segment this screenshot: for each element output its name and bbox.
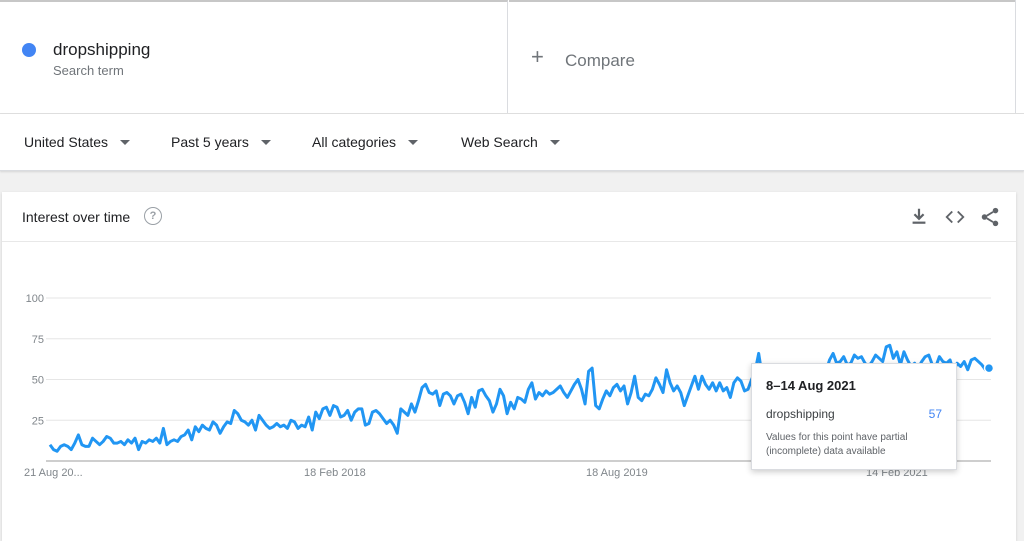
category-dropdown[interactable]: All categories [312,134,419,150]
card-header: Interest over time ? [2,192,1016,242]
x-tick-label-1: 18 Feb 2018 [304,467,366,479]
y-tick-labels: 25 50 75 100 [26,293,44,427]
category-label: All categories [312,134,397,150]
x-tick-label-3: 14 Feb 2021 [866,467,928,479]
caret-down-icon [260,139,271,145]
period-dropdown[interactable]: Past 5 years [171,134,271,150]
download-icon[interactable] [908,206,930,228]
x-tick-label-2: 18 Aug 2019 [586,467,648,479]
y-tick-label-75: 75 [32,334,44,346]
embed-code-icon[interactable] [944,206,966,228]
y-tick-label-25: 25 [32,415,44,427]
search-term-subtitle: Search term [53,63,124,78]
caret-down-icon [408,139,419,145]
region-dropdown[interactable]: United States [24,134,131,150]
term-color-dot-icon [22,43,36,57]
tooltip-date: 8–14 Aug 2021 [766,378,856,393]
right-gutter [1015,0,1024,113]
property-dropdown[interactable]: Web Search [461,134,560,150]
search-term-name[interactable]: dropshipping [53,40,151,59]
share-icon[interactable] [979,206,1001,228]
card-title: Interest over time [22,209,131,225]
compare-label: Compare [565,51,635,70]
hover-point-marker [983,362,995,374]
tooltip-term: dropshipping [766,407,835,421]
plus-icon: + [531,44,544,69]
x-tick-label-0: 21 Aug 20... [24,467,83,479]
question-mark-icon[interactable]: ? [144,207,162,225]
y-tick-label-100: 100 [26,293,44,305]
series-line-dropshipping[interactable] [48,343,990,453]
search-term-box[interactable]: dropshipping Search term [0,0,508,113]
hover-tooltip: 8–14 Aug 2021 dropshipping 57 Values for… [751,363,957,470]
compare-button[interactable]: + Compare [509,0,1015,113]
caret-down-icon [549,139,560,145]
property-label: Web Search [461,134,538,150]
filter-bar: United States Past 5 years All categorie… [0,114,1024,171]
x-tick-labels: 21 Aug 20... 18 Feb 2018 18 Aug 2019 14 Feb… [24,467,928,479]
region-label: United States [24,134,109,150]
tooltip-value: 57 [928,407,942,421]
search-term-bar: dropshipping Search term + Compare [0,0,1024,114]
period-label: Past 5 years [171,134,249,150]
tooltip-note: Values for this point have partial (inco… [766,432,908,457]
caret-down-icon [120,139,131,145]
y-tick-label-50: 50 [32,375,44,387]
